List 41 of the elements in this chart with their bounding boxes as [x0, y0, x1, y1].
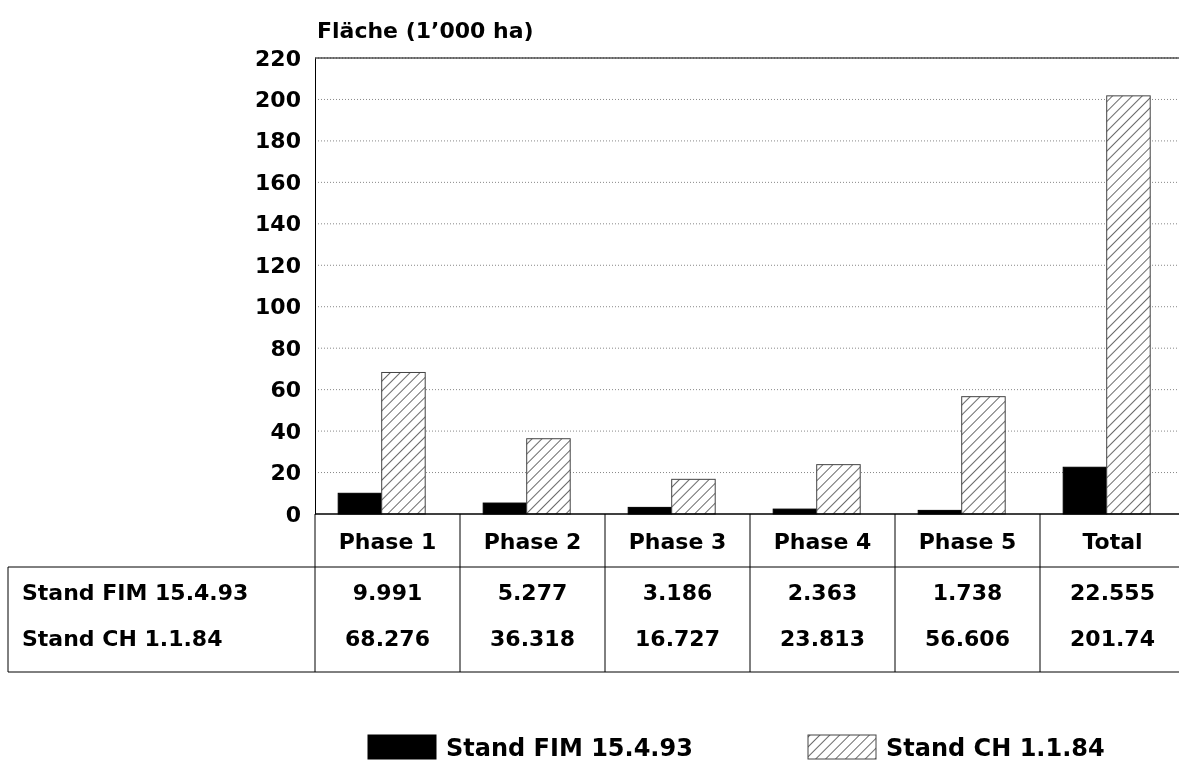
text: Stand CH 1.1.84 — [22, 626, 223, 651]
x-tick-label: Phase 3 — [628, 528, 727, 554]
data-label: 9.991 — [352, 580, 423, 605]
y-tick-label: 200 — [255, 86, 301, 112]
x-tick-label: Phase 1 — [338, 528, 437, 554]
x-tick-label: Phase 5 — [918, 528, 1017, 554]
bar — [381, 371, 426, 515]
y-tick-label: 140 — [255, 211, 301, 237]
data-label: 3.186 — [642, 580, 713, 605]
y-tick-label: 100 — [255, 294, 301, 320]
data-label: 5.277 — [497, 580, 568, 605]
text: Stand FIM 15.4.93 — [22, 580, 249, 605]
bar — [1106, 95, 1151, 515]
bar — [816, 464, 861, 515]
y-tick-label: 180 — [255, 128, 301, 154]
legend-label: Stand CH 1.1.84 — [886, 734, 1105, 762]
data-label: 201.74 — [1070, 626, 1155, 651]
data-label: 22.555 — [1070, 580, 1155, 605]
data-label: 1.738 — [932, 580, 1003, 605]
data-label: 56.606 — [925, 626, 1010, 651]
x-tick-label: Phase 2 — [483, 528, 582, 554]
y-tick-label: 0 — [285, 501, 301, 527]
y-tick-label: 220 — [255, 45, 301, 71]
bar — [526, 438, 571, 515]
x-tick-label: Total — [1082, 528, 1143, 554]
data-label: 23.813 — [780, 626, 865, 651]
y-tick-label: 120 — [255, 252, 301, 278]
data-label: 36.318 — [490, 626, 575, 651]
x-tick-label: Phase 4 — [773, 528, 872, 554]
bar — [671, 478, 716, 515]
y-tick-label: 160 — [255, 169, 301, 195]
data-label: 16.727 — [635, 626, 720, 651]
y-tick-label: 80 — [270, 335, 301, 361]
data-label: 2.363 — [787, 580, 858, 605]
data-label: 68.276 — [345, 626, 430, 651]
y-tick-label: 40 — [270, 418, 301, 444]
y-tick-label: 60 — [270, 377, 301, 403]
bar — [961, 396, 1006, 515]
legend-label: Stand FIM 15.4.93 — [446, 734, 693, 762]
y-axis-title: Fläche (1’000 ha) — [317, 18, 534, 43]
y-tick-label: 20 — [270, 460, 301, 486]
